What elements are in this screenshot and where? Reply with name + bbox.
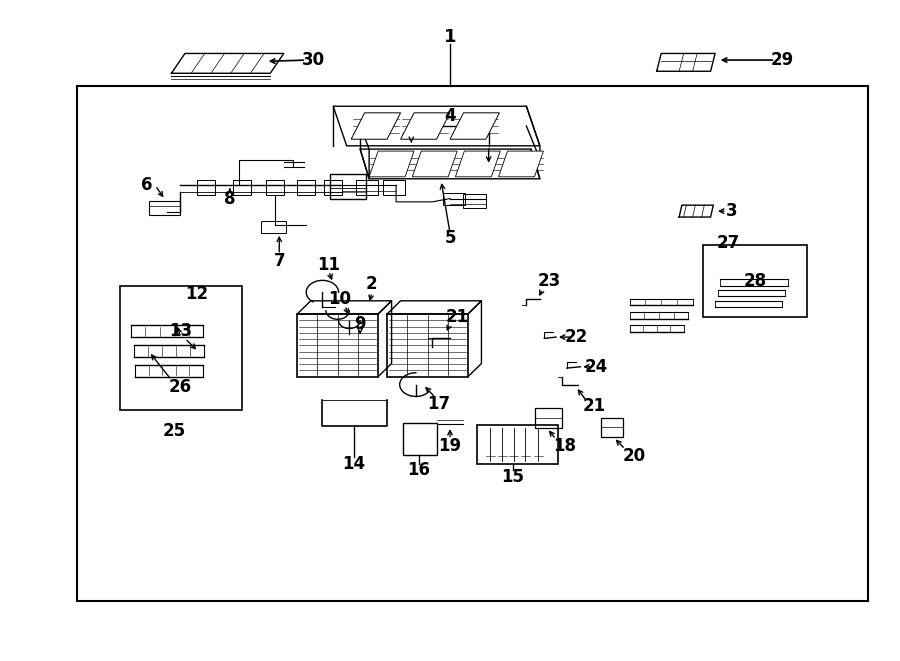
Text: 22: 22 (564, 328, 588, 346)
Bar (356, 180, 378, 194)
Text: 17: 17 (428, 395, 451, 413)
Text: 14: 14 (342, 455, 365, 473)
Text: 5: 5 (445, 229, 455, 247)
Text: 15: 15 (501, 468, 525, 486)
Text: 11: 11 (317, 256, 340, 274)
Text: 16: 16 (407, 461, 430, 479)
Bar (324, 180, 342, 194)
Text: 21: 21 (446, 308, 469, 327)
Polygon shape (499, 151, 544, 176)
Bar (387, 314, 468, 377)
Bar (77, 87, 868, 601)
Text: 13: 13 (169, 321, 192, 340)
Text: 6: 6 (140, 176, 152, 194)
Text: 29: 29 (771, 51, 794, 69)
Bar (232, 180, 250, 194)
Bar (443, 193, 465, 205)
Bar (601, 418, 624, 438)
Text: 30: 30 (302, 51, 325, 69)
Text: 21: 21 (582, 397, 606, 415)
Bar (477, 426, 558, 464)
Polygon shape (360, 149, 540, 178)
Bar (261, 221, 286, 233)
Polygon shape (333, 106, 540, 146)
Polygon shape (369, 151, 414, 176)
Text: 7: 7 (274, 253, 285, 270)
Bar (464, 194, 486, 208)
Polygon shape (351, 113, 400, 139)
Text: 9: 9 (355, 315, 366, 333)
Bar (266, 180, 284, 194)
Text: 19: 19 (438, 437, 462, 455)
Bar (297, 180, 315, 194)
Text: 10: 10 (328, 290, 351, 308)
Text: 27: 27 (717, 234, 740, 252)
Text: 20: 20 (623, 447, 646, 465)
Bar (403, 423, 437, 455)
Bar (704, 245, 806, 317)
Text: 28: 28 (744, 272, 767, 290)
Bar (330, 174, 366, 198)
Text: 24: 24 (585, 358, 608, 376)
Text: 23: 23 (537, 272, 561, 290)
Bar (149, 200, 180, 215)
Text: 3: 3 (725, 202, 737, 220)
Text: 1: 1 (444, 28, 456, 46)
Polygon shape (400, 113, 450, 139)
Polygon shape (450, 113, 500, 139)
Text: 8: 8 (224, 190, 236, 208)
Polygon shape (455, 151, 500, 176)
Text: 2: 2 (366, 276, 378, 293)
Bar (536, 408, 562, 428)
Text: 25: 25 (163, 422, 185, 440)
Bar (121, 286, 241, 410)
Text: 26: 26 (169, 377, 192, 395)
Bar (382, 180, 405, 194)
Bar (196, 180, 214, 194)
Text: 12: 12 (185, 285, 208, 303)
Polygon shape (412, 151, 457, 176)
Text: 4: 4 (445, 107, 455, 125)
Text: 18: 18 (554, 437, 577, 455)
Bar (297, 314, 378, 377)
